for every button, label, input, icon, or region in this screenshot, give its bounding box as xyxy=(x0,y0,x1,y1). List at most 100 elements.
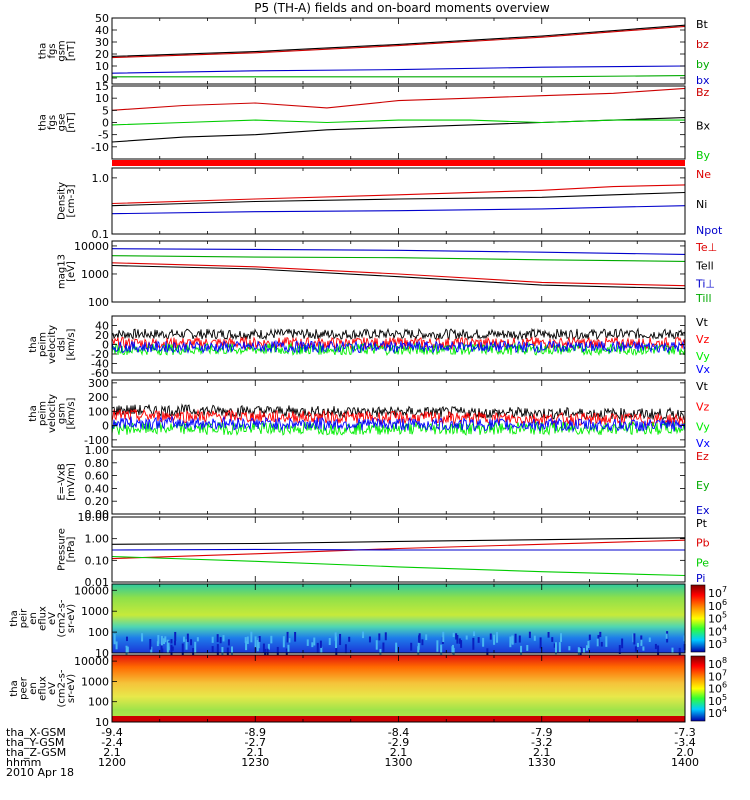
y-tick-label: -100 xyxy=(84,434,109,447)
x-row-value: 2.1 xyxy=(533,746,551,759)
legend-Npot: Npot xyxy=(696,224,723,237)
y-tick-label: -20 xyxy=(91,348,109,361)
svg-text:fgs: fgs xyxy=(47,115,58,130)
panel-density: 1.0 0.1 Ne Ni Npot Density[cm-3] xyxy=(57,167,723,241)
x-row-value: -2.7 xyxy=(245,736,266,749)
svg-text:tha: tha xyxy=(9,610,20,626)
legend-Pi: Pi xyxy=(696,572,705,585)
panels: 50403020100Btbzbybxthafgsgsm[nT]151050-5… xyxy=(9,12,727,729)
svg-text:[eV]: [eV] xyxy=(66,261,77,282)
series-Ti⊥ xyxy=(111,248,686,255)
y-tick-label: 0.20 xyxy=(85,495,110,508)
svg-text:peir: peir xyxy=(19,608,30,628)
y-tick-label: 300 xyxy=(88,377,109,390)
series-Vx xyxy=(111,415,686,433)
legend-Vt: Vt xyxy=(696,380,709,393)
legend-Ez: Ez xyxy=(696,450,709,463)
x-row-label: tha_Y-GSM xyxy=(6,736,64,749)
peer-spectrogram xyxy=(112,655,685,722)
y-tick-label: 5 xyxy=(102,104,109,117)
y-tick-label: 0.1 xyxy=(92,228,110,241)
x-row-value: -7.3 xyxy=(674,726,695,739)
svg-text:sr-eV): sr-eV) xyxy=(66,604,77,633)
figure-title: P5 (TH-A) fields and on-board moments ov… xyxy=(254,1,550,15)
legend-Pe: Pe xyxy=(696,556,709,569)
svg-text:[km/s]: [km/s] xyxy=(66,397,77,429)
legend-bz: bz xyxy=(696,38,709,51)
legend-Vz: Vz xyxy=(696,333,710,346)
y-tick-label: 10000 xyxy=(74,655,109,668)
y-tick-label: 0.80 xyxy=(85,457,110,470)
series-Pt xyxy=(111,537,686,545)
x-row-value: 1200 xyxy=(98,756,126,769)
svg-text:gsm: gsm xyxy=(57,40,68,61)
legend-Bt: Bt xyxy=(696,18,709,31)
svg-text:eflux: eflux xyxy=(38,606,49,631)
svg-text:velocity: velocity xyxy=(47,394,58,433)
panel-temperature: 10000 1000 100 Te⊥ Tell Ti⊥Till mag13[eV] xyxy=(57,240,718,309)
colorbar-tick-label: 103 xyxy=(708,636,727,651)
panel-pressure: 10.00 1.00 0.10 0.01 Pt Pb Pe Pi Pressure[nPa] xyxy=(57,511,710,589)
y-tick-label: 10 xyxy=(95,647,109,660)
y-tick-label: 10000 xyxy=(74,240,109,253)
series-Pb xyxy=(111,539,686,560)
svg-text:[nT]: [nT] xyxy=(66,41,77,61)
x-row-value: -3.2 xyxy=(531,736,552,749)
svg-text:peim: peim xyxy=(38,332,49,357)
panel-frame xyxy=(111,449,686,515)
svg-text:[km/s]: [km/s] xyxy=(66,328,77,360)
x-row-value: 1400 xyxy=(671,756,699,769)
y-tick-label: 0.40 xyxy=(85,482,110,495)
legend-Till: Till xyxy=(695,292,712,305)
y-tick-label: -40 xyxy=(91,358,109,371)
svg-text:peer: peer xyxy=(19,676,30,700)
legend-Ti⊥: Ti⊥ xyxy=(695,278,715,291)
svg-text:Pressure: Pressure xyxy=(57,528,68,571)
y-tick-label: 10 xyxy=(95,60,109,73)
x-row-value: 2.1 xyxy=(103,746,121,759)
y-tick-label: 100 xyxy=(88,626,109,639)
colorbar xyxy=(690,584,706,653)
y-axis-label: Pressure[nPa] xyxy=(57,528,78,571)
y-tick-label: 0.00 xyxy=(85,508,110,521)
separator-band xyxy=(112,160,685,166)
y-axis-label: Density[cm-3] xyxy=(57,182,78,220)
y-tick-label: 10 xyxy=(95,92,109,105)
series-Vz xyxy=(111,408,686,428)
svg-text:gsm: gsm xyxy=(57,403,68,424)
y-tick-label: 30 xyxy=(95,36,109,49)
y-axis-label: E=-VxB[mV/m] xyxy=(57,463,78,501)
svg-text:(cm2-s-: (cm2-s- xyxy=(57,599,68,637)
legend-Bz: Bz xyxy=(696,86,710,99)
y-tick-label: 10.00 xyxy=(78,511,110,524)
colorbar xyxy=(690,655,706,722)
y-tick-label: 1000 xyxy=(81,268,109,281)
x-row-value: 1230 xyxy=(241,756,269,769)
y-tick-label: 0 xyxy=(102,420,109,433)
legend-Vx: Vx xyxy=(696,363,711,376)
legend-Vy: Vy xyxy=(696,421,710,434)
y-tick-label: 15 xyxy=(95,80,109,93)
panel-frame xyxy=(111,17,686,85)
svg-text:dsl: dsl xyxy=(57,337,68,351)
series-Ni xyxy=(111,191,686,207)
legend-Ne: Ne xyxy=(696,168,711,181)
svg-text:gse: gse xyxy=(57,114,68,132)
svg-text:E=-VxB: E=-VxB xyxy=(57,463,68,500)
y-tick-label: 0 xyxy=(102,117,109,130)
y-tick-label: 1.00 xyxy=(85,533,110,546)
legend-Pb: Pb xyxy=(696,537,710,550)
svg-text:tha: tha xyxy=(38,43,49,59)
x-row-value: 2.1 xyxy=(247,746,265,759)
series-Te⊥ xyxy=(111,262,686,287)
legend-By: By xyxy=(696,149,711,162)
svg-text:tha: tha xyxy=(9,680,20,696)
legend-Vt: Vt xyxy=(696,316,709,329)
y-tick-label: -5 xyxy=(98,129,109,142)
svg-text:eV: eV xyxy=(47,612,58,625)
